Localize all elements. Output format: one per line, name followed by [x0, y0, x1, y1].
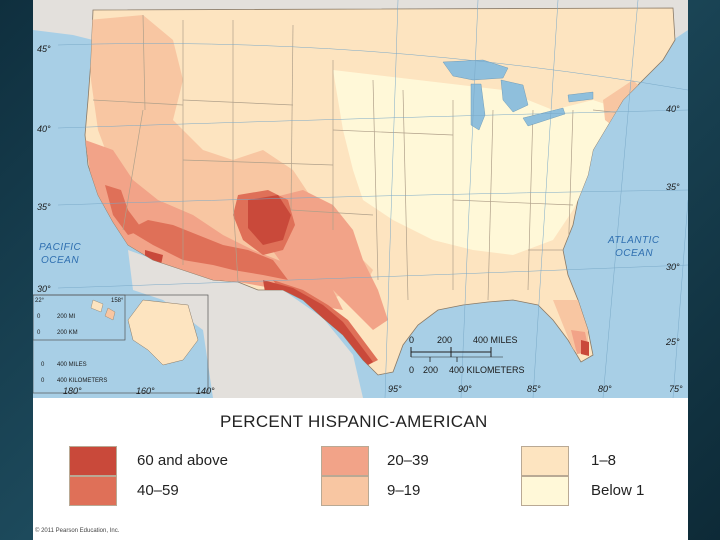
zone-60-above-miami [581, 340, 589, 356]
lat-label-45: 45° [37, 44, 51, 54]
scale-mi-0: 0 [409, 335, 414, 345]
pacific-ocean-label: PACIFIC [39, 242, 81, 253]
alaska-scale-mi: 400 MILES [57, 362, 87, 368]
alaska-lon-180: 180° [63, 386, 82, 396]
legend-label-9-19: 9–19 [387, 482, 421, 499]
scale-km-0: 0 [409, 365, 414, 375]
mexico-land [128, 250, 363, 398]
legend-swatch-below-1 [521, 476, 569, 506]
lake-ontario [567, 91, 594, 103]
scale-mi-400: 400 MILES [473, 335, 518, 345]
lake-huron [500, 79, 529, 113]
legend-title: PERCENT HISPANIC-AMERICAN [220, 412, 488, 431]
zone-60-above-nm [248, 195, 291, 245]
slide: PACIFIC OCEAN ATLANTIC OCEAN 45° 40° 35°… [33, 0, 688, 540]
zone-40-59-southwest [128, 220, 288, 280]
hawaii-zero-mi: 0 [37, 314, 41, 320]
alaska-inset: 0 400 MILES 0 400 KILOMETERS 180° 160° 1… [33, 294, 215, 396]
us-hispanic-choropleth-map: PACIFIC OCEAN ATLANTIC OCEAN 45° 40° 35°… [33, 0, 688, 398]
legend-label-60-above: 60 and above [137, 452, 228, 469]
hawaii-inset: 22° 158° 0 200 MI 0 200 KM [33, 294, 126, 341]
legend-swatch-40-59 [69, 476, 117, 506]
scale-km-200: 200 [423, 365, 438, 375]
legend-label-below-1: Below 1 [591, 482, 645, 499]
legend-swatch-60-above [69, 446, 117, 476]
scale-km-400: 400 KILOMETERS [449, 365, 525, 375]
lat-label-30: 30° [37, 284, 51, 294]
atlantic-ocean-label: ATLANTIC [607, 235, 660, 246]
hawaii-zero-km: 0 [37, 330, 41, 336]
legend-label-20-39: 20–39 [387, 452, 429, 469]
scale-bar: 0 200 400 MILES 0 200 400 KILOMETERS [409, 335, 525, 375]
alaska-zero-km: 0 [41, 378, 45, 384]
legend-swatch-20-39 [321, 446, 369, 476]
legend-swatch-1-8 [521, 446, 569, 476]
us-map-panel: PACIFIC OCEAN ATLANTIC OCEAN 45° 40° 35°… [33, 0, 688, 398]
lake-superior [442, 59, 509, 81]
lat-label-35: 35° [37, 202, 51, 212]
atlantic-ocean-label-2: OCEAN [615, 248, 653, 259]
lon-label-80: 80° [598, 384, 612, 394]
lon-label-95: 95° [388, 384, 402, 394]
alaska-lon-140: 140° [196, 386, 215, 396]
lon-label-85: 85° [527, 384, 541, 394]
lat-label-right-25: 25° [665, 337, 680, 347]
lake-erie [522, 107, 566, 127]
legend-label-1-8: 1–8 [591, 452, 617, 469]
pacific-ocean-label-2: OCEAN [41, 255, 79, 266]
alaska-scale-km: 400 KILOMETERS [57, 378, 107, 384]
lat-label-40: 40° [37, 124, 51, 134]
hawaii-lat-label: 22° [35, 298, 45, 304]
lon-label-90: 90° [458, 384, 472, 394]
hawaii-scale-mi: 200 MI [57, 314, 76, 320]
lat-label-right-30: 30° [666, 262, 680, 272]
hawaii-scale-km: 200 KM [57, 330, 78, 336]
map-legend: PERCENT HISPANIC-AMERICAN 60 and above 4… [33, 398, 688, 524]
lat-label-right-40: 40° [666, 104, 680, 114]
legend-swatch-9-19 [321, 476, 369, 506]
lat-label-right-35: 35° [666, 182, 680, 192]
lon-label-75: 75° [669, 384, 683, 394]
alaska-zero-mi: 0 [41, 362, 45, 368]
alaska-lon-160: 160° [136, 386, 155, 396]
lake-michigan [470, 83, 486, 131]
copyright-notice: © 2011 Pearson Education, Inc. [35, 528, 120, 534]
zone-40-59-cal [105, 185, 143, 235]
scale-mi-200: 200 [437, 335, 452, 345]
hawaii-lon-label: 158° [111, 298, 124, 304]
legend-label-40-59: 40–59 [137, 482, 179, 499]
